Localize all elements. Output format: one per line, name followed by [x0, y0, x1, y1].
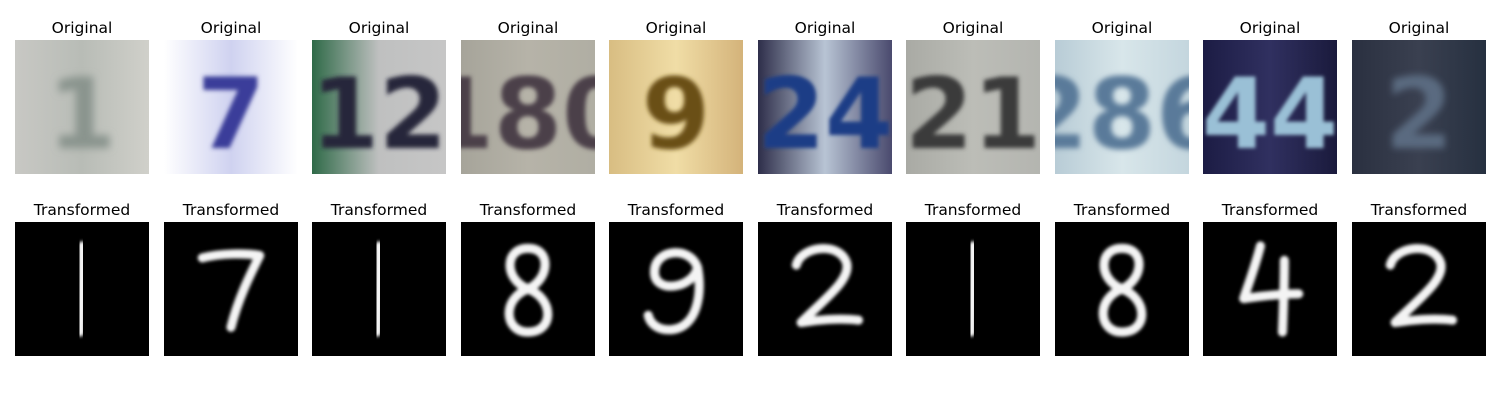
digit-8-stroke: [1098, 243, 1147, 337]
original-image: 7: [164, 40, 298, 174]
transformed-title: Transformed: [1370, 201, 1468, 219]
original-row: Original 1 Original 7 Original 12 Original 180 O…: [0, 18, 1500, 178]
original-title: Original: [348, 19, 410, 37]
house-number-digits: 12: [312, 58, 446, 172]
transformed-title: Transformed: [924, 201, 1022, 219]
transformed-title: Transformed: [627, 201, 725, 219]
house-number-digits: 180: [461, 58, 595, 172]
transformed-image: [15, 222, 149, 356]
transformed-image: [1352, 222, 1486, 356]
original-image: 44: [1203, 40, 1337, 174]
house-number-digits: 7: [197, 58, 265, 172]
original-image: 286: [1055, 40, 1189, 174]
digit-9-stroke: [643, 248, 704, 335]
house-number-digits: 2: [1385, 58, 1453, 172]
original-title: Original: [794, 19, 856, 37]
original-title: Original: [1239, 19, 1301, 37]
digit-7-stroke: [197, 249, 265, 332]
transformed-row: Transformed Transformed Transformed Transfo…: [0, 200, 1500, 360]
original-title: Original: [1388, 19, 1450, 37]
original-image: 1: [15, 40, 149, 174]
house-number-digits: 21: [906, 58, 1040, 172]
transformed-image: [609, 222, 743, 356]
transformed-title: Transformed: [330, 201, 428, 219]
transformed-image: [758, 222, 892, 356]
transformed-title: Transformed: [479, 201, 577, 219]
original-image: 21: [906, 40, 1040, 174]
house-number-digits: 44: [1203, 58, 1337, 172]
house-number-digits: 1: [48, 58, 116, 172]
original-image: 12: [312, 40, 446, 174]
original-title: Original: [942, 19, 1004, 37]
original-image: 9: [609, 40, 743, 174]
transformed-title: Transformed: [1073, 201, 1171, 219]
transformed-image: [906, 222, 1040, 356]
original-title: Original: [51, 19, 113, 37]
digit-1-stroke: [966, 241, 978, 337]
transformed-image: [1203, 222, 1337, 356]
transformed-title: Transformed: [33, 201, 131, 219]
digit-4-stroke: [1239, 241, 1304, 337]
transformed-title: Transformed: [182, 201, 280, 219]
transformed-title: Transformed: [1221, 201, 1319, 219]
digit-2-stroke: [791, 244, 864, 328]
digit-8-stroke: [504, 243, 553, 337]
transformed-image: [164, 222, 298, 356]
digit-1-stroke: [372, 241, 384, 337]
transformed-image: [312, 222, 446, 356]
original-image: 24: [758, 40, 892, 174]
original-title: Original: [645, 19, 707, 37]
original-title: Original: [497, 19, 559, 37]
house-number-digits: 9: [642, 58, 710, 172]
original-title: Original: [200, 19, 262, 37]
transformed-image: [461, 222, 595, 356]
transformed-image: [1055, 222, 1189, 356]
original-title: Original: [1091, 19, 1153, 37]
digit-2-stroke: [1385, 244, 1458, 328]
house-number-digits: 24: [758, 58, 892, 172]
digit-1-stroke: [75, 241, 87, 337]
original-image: 180: [461, 40, 595, 174]
house-number-digits: 286: [1055, 58, 1189, 172]
original-image: 2: [1352, 40, 1486, 174]
transformed-title: Transformed: [776, 201, 874, 219]
